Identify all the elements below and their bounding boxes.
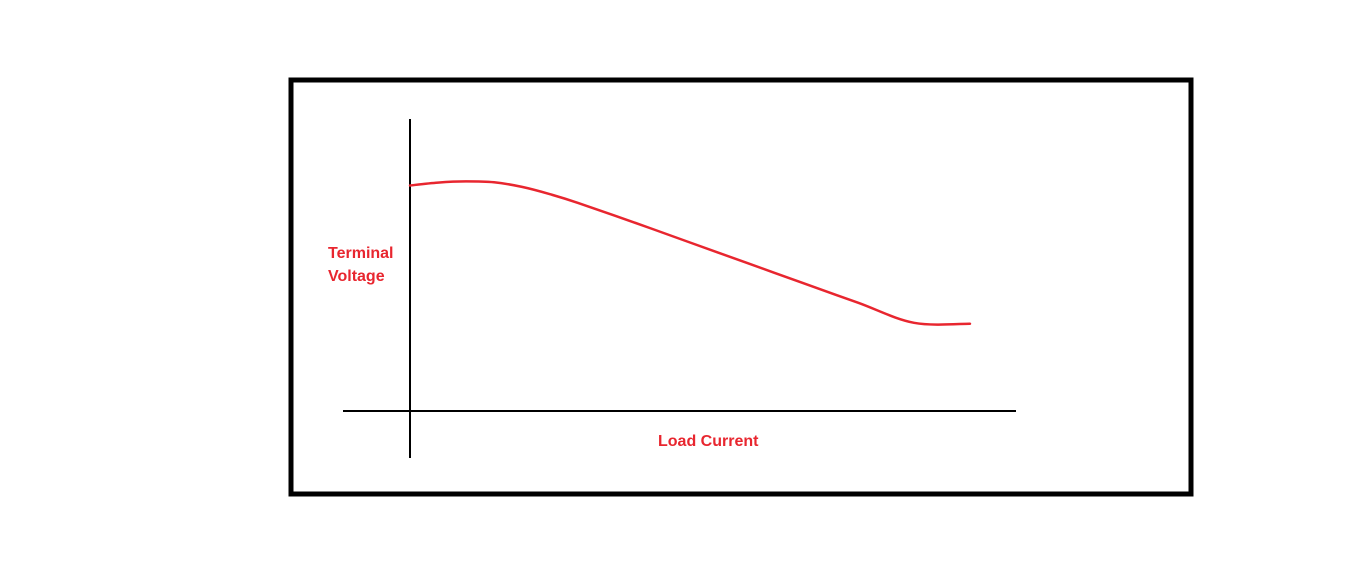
- y-axis-title-line-1: Terminal: [328, 245, 394, 262]
- chart-frame: [288, 77, 1194, 497]
- x-axis-title: Load Current: [658, 433, 759, 450]
- y-axis-title-line-2: Voltage: [328, 268, 385, 285]
- series-line: [408, 180, 972, 326]
